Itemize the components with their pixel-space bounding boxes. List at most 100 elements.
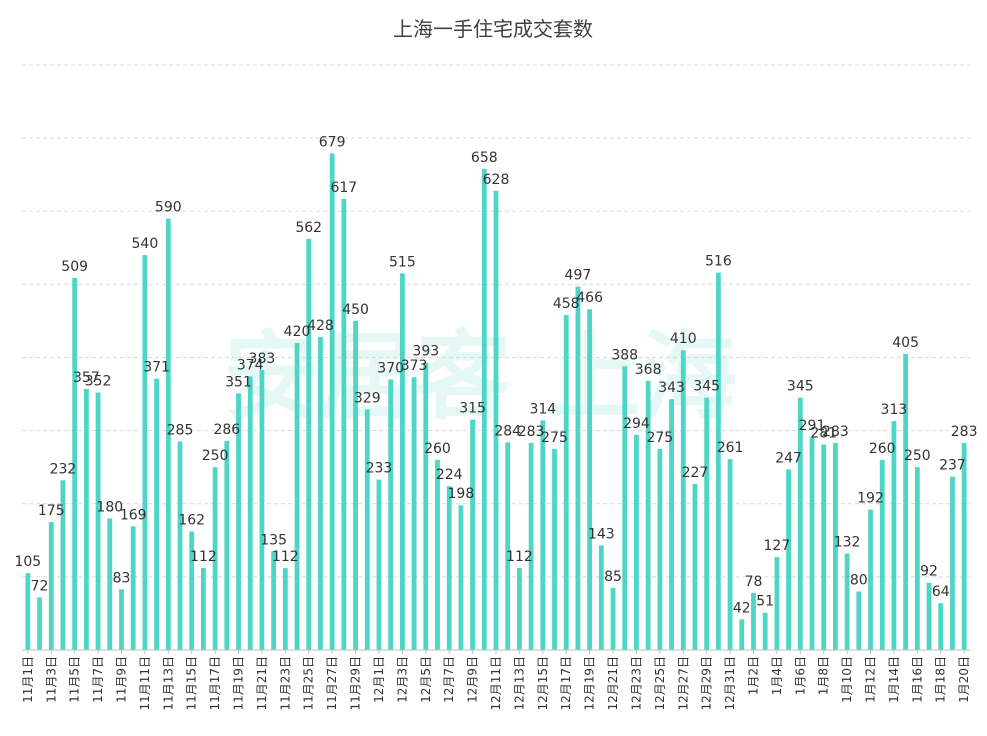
data-label: 658 [471, 150, 498, 166]
bar [657, 448, 663, 650]
data-label: 232 [50, 461, 77, 477]
data-label: 285 [167, 423, 194, 439]
bar [423, 362, 429, 650]
tick-label: 1月6日 [793, 656, 807, 695]
bar [142, 255, 148, 650]
data-label: 374 [237, 358, 264, 374]
data-label: 80 [850, 573, 868, 589]
bar [868, 509, 873, 650]
bar [786, 469, 791, 650]
bar [692, 484, 698, 650]
data-label: 247 [775, 450, 802, 466]
tick-label: 12月13日 [512, 656, 526, 711]
data-label: 420 [284, 324, 311, 340]
bar [236, 393, 241, 650]
tick-label: 12月29日 [700, 656, 714, 711]
bar [809, 437, 815, 650]
bar [598, 545, 604, 650]
tick-label: 11月7日 [91, 656, 105, 703]
data-label: 628 [483, 172, 510, 188]
bar [669, 399, 674, 650]
data-label: 351 [225, 374, 252, 390]
data-label: 112 [272, 549, 299, 565]
data-label: 388 [611, 347, 638, 363]
bar [247, 376, 253, 650]
tick-label: 12月23日 [629, 656, 643, 711]
data-label: 313 [881, 402, 908, 418]
bar [774, 557, 780, 650]
data-label: 294 [623, 416, 650, 432]
data-label: 516 [705, 254, 732, 270]
data-label: 383 [249, 351, 276, 367]
bar [528, 443, 534, 650]
bar [634, 435, 639, 650]
data-label: 227 [682, 465, 709, 481]
data-label: 617 [330, 180, 357, 196]
bar [563, 315, 569, 650]
data-label: 590 [155, 200, 182, 216]
tick-label: 11月23日 [278, 656, 292, 711]
data-label: 275 [646, 430, 673, 446]
bar [540, 420, 546, 650]
bar [107, 518, 113, 650]
data-label: 112 [506, 549, 533, 565]
data-label: 92 [920, 564, 938, 580]
data-label: 192 [857, 491, 884, 507]
tick-label: 12月21日 [606, 656, 620, 711]
bar [844, 553, 850, 650]
bar [926, 582, 932, 650]
data-label: 428 [307, 318, 334, 334]
data-label: 237 [939, 458, 966, 474]
tick-label: 1月18日 [934, 656, 948, 703]
data-label: 42 [733, 600, 751, 616]
bar [271, 551, 277, 650]
data-label: 51 [756, 594, 774, 610]
data-label: 357 [73, 370, 100, 386]
tick-label: 1月10日 [840, 656, 854, 703]
bar [645, 380, 651, 650]
bar [95, 392, 101, 650]
tick-label: 11月21日 [255, 656, 269, 711]
data-label: 679 [319, 134, 346, 150]
data-label: 343 [658, 380, 685, 396]
tick-label: 1月16日 [910, 656, 924, 703]
data-label: 281 [810, 426, 837, 442]
bar [376, 479, 382, 650]
bar [505, 442, 511, 650]
data-label: 329 [354, 390, 381, 406]
data-label: 393 [412, 344, 439, 360]
data-label: 260 [424, 441, 451, 457]
bar [610, 587, 616, 650]
chart-title: 上海一手住宅成交套数 [393, 17, 593, 41]
bar [48, 522, 54, 650]
bar [119, 589, 124, 650]
data-label: 180 [96, 499, 123, 515]
bar [353, 320, 358, 650]
tick-label: 11月1日 [21, 656, 35, 703]
data-label: 260 [869, 441, 896, 457]
data-label: 198 [448, 486, 475, 502]
data-label: 352 [85, 374, 112, 390]
tick-label: 12月27日 [676, 656, 690, 711]
tick-label: 11月13日 [161, 656, 175, 711]
data-label: 169 [120, 507, 147, 523]
tick-label: 1月14日 [887, 656, 901, 703]
data-label: 345 [693, 379, 720, 395]
bar [318, 337, 323, 650]
tick-label: 1月4日 [770, 656, 784, 695]
data-label: 286 [213, 422, 240, 438]
bar [189, 531, 195, 650]
data-label: 127 [764, 538, 791, 554]
tick-label: 11月11日 [138, 656, 152, 711]
bar [891, 421, 897, 650]
bar [329, 153, 335, 650]
data-label: 224 [436, 467, 463, 483]
tick-label: 11月25日 [302, 656, 316, 711]
bar [762, 612, 768, 650]
tick-label: 11月27日 [325, 656, 339, 711]
data-label: 162 [178, 513, 205, 529]
tick-label: 12月31日 [723, 656, 737, 711]
data-label: 370 [377, 360, 404, 376]
bar [306, 239, 312, 650]
